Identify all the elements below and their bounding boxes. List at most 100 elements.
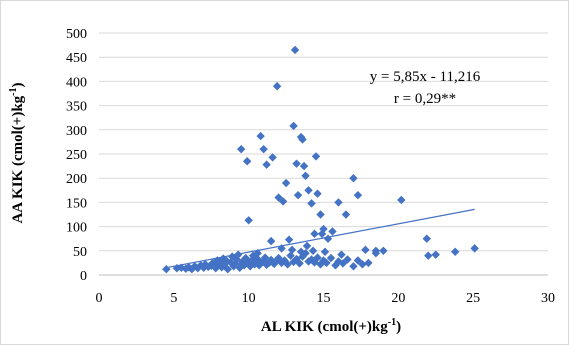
data-point	[292, 159, 301, 168]
x-tick-label: 10	[242, 291, 256, 306]
data-point	[298, 135, 307, 144]
x-tick-label: 30	[541, 291, 555, 306]
data-point	[361, 245, 370, 255]
data-point	[236, 144, 246, 154]
y-tick-label: 50	[73, 245, 87, 260]
y-tick-label: 100	[66, 221, 87, 236]
x-tick-labels: 0 5 10 15 20 25 30	[96, 291, 556, 306]
data-point	[244, 216, 253, 225]
x-axis-title-sup: -1	[388, 317, 396, 328]
y-axis-title-sup: -1	[8, 87, 19, 95]
y-axis-title: AA KIK (cmol(+)kg-1)	[8, 82, 26, 223]
trendline	[166, 208, 475, 269]
data-point	[287, 245, 297, 255]
data-point	[379, 246, 388, 255]
data-point	[296, 247, 306, 256]
data-points	[162, 45, 479, 274]
data-point	[201, 260, 210, 269]
data-point	[424, 251, 433, 260]
correlation-annotation: r = 0,29**	[394, 91, 456, 107]
data-point	[290, 45, 300, 55]
y-tick-label: 150	[66, 196, 87, 211]
data-point	[328, 227, 337, 236]
x-tick-label: 15	[317, 291, 331, 306]
data-point	[307, 199, 316, 208]
y-tick-labels: 0 50 100 150 200 250 300 350 400 450 500	[66, 27, 87, 284]
data-point	[397, 195, 406, 205]
gridlines	[99, 32, 548, 252]
data-point	[323, 234, 333, 243]
data-point	[326, 253, 336, 263]
data-point	[320, 247, 330, 256]
data-point	[310, 229, 319, 239]
x-axis-title-main: AL KIK (cmol(+)kg	[261, 319, 388, 335]
data-point	[470, 244, 479, 253]
data-point	[266, 236, 276, 246]
x-axis-title-end: )	[396, 319, 401, 335]
data-point	[308, 246, 318, 255]
y-tick-label: 500	[66, 27, 87, 42]
y-tick-label: 250	[66, 148, 87, 163]
data-point	[422, 234, 431, 243]
y-tick-label: 300	[66, 124, 87, 139]
data-point	[353, 190, 363, 200]
data-point	[286, 251, 295, 260]
y-axis-title-end: )	[10, 82, 26, 87]
data-point	[223, 264, 232, 274]
data-point	[358, 260, 367, 269]
y-tick-label: 0	[80, 269, 87, 284]
data-point	[302, 241, 312, 251]
x-tick-label: 20	[391, 291, 405, 306]
data-point	[181, 264, 191, 273]
data-point	[281, 178, 291, 188]
x-axis-title: AL KIK (cmol(+)kg-1)	[261, 317, 401, 335]
data-point	[162, 264, 171, 274]
data-point	[317, 229, 327, 239]
data-point	[260, 253, 270, 262]
data-point	[259, 144, 268, 154]
y-tick-label: 450	[66, 51, 87, 66]
data-point	[289, 121, 298, 131]
data-point	[371, 246, 381, 255]
data-point	[284, 235, 294, 244]
data-point	[337, 250, 346, 259]
data-point	[431, 250, 440, 259]
data-point	[295, 259, 304, 268]
data-point	[334, 198, 343, 207]
data-point	[349, 262, 358, 271]
data-point	[242, 157, 252, 166]
data-point	[451, 247, 460, 256]
data-point	[232, 255, 241, 264]
equation-annotation: y = 5,85x - 11,216	[370, 69, 481, 85]
data-point	[278, 197, 288, 206]
y-tick-label: 400	[66, 75, 87, 90]
y-tick-label: 200	[66, 172, 87, 187]
x-tick-label: 5	[170, 291, 177, 306]
data-point	[322, 258, 331, 268]
data-point	[214, 260, 223, 270]
data-point	[213, 256, 222, 265]
data-point	[311, 152, 321, 161]
data-point	[316, 210, 325, 219]
data-point	[256, 131, 265, 141]
data-point	[193, 264, 202, 273]
data-point	[364, 258, 373, 268]
y-tick-label: 350	[66, 100, 87, 115]
data-point	[313, 189, 322, 198]
x-tick-label: 25	[466, 291, 480, 306]
data-point	[341, 210, 351, 219]
data-point	[349, 174, 358, 183]
y-axis-title-main: AA KIK (cmol(+)kg	[10, 95, 26, 223]
data-point	[262, 160, 271, 169]
data-point	[239, 261, 249, 270]
data-point	[283, 260, 292, 269]
data-point	[343, 255, 352, 264]
x-tick-label: 0	[96, 291, 103, 306]
data-point	[299, 161, 309, 171]
data-point	[301, 171, 310, 180]
data-point	[226, 258, 235, 267]
data-point	[268, 153, 277, 162]
data-point	[304, 186, 313, 195]
